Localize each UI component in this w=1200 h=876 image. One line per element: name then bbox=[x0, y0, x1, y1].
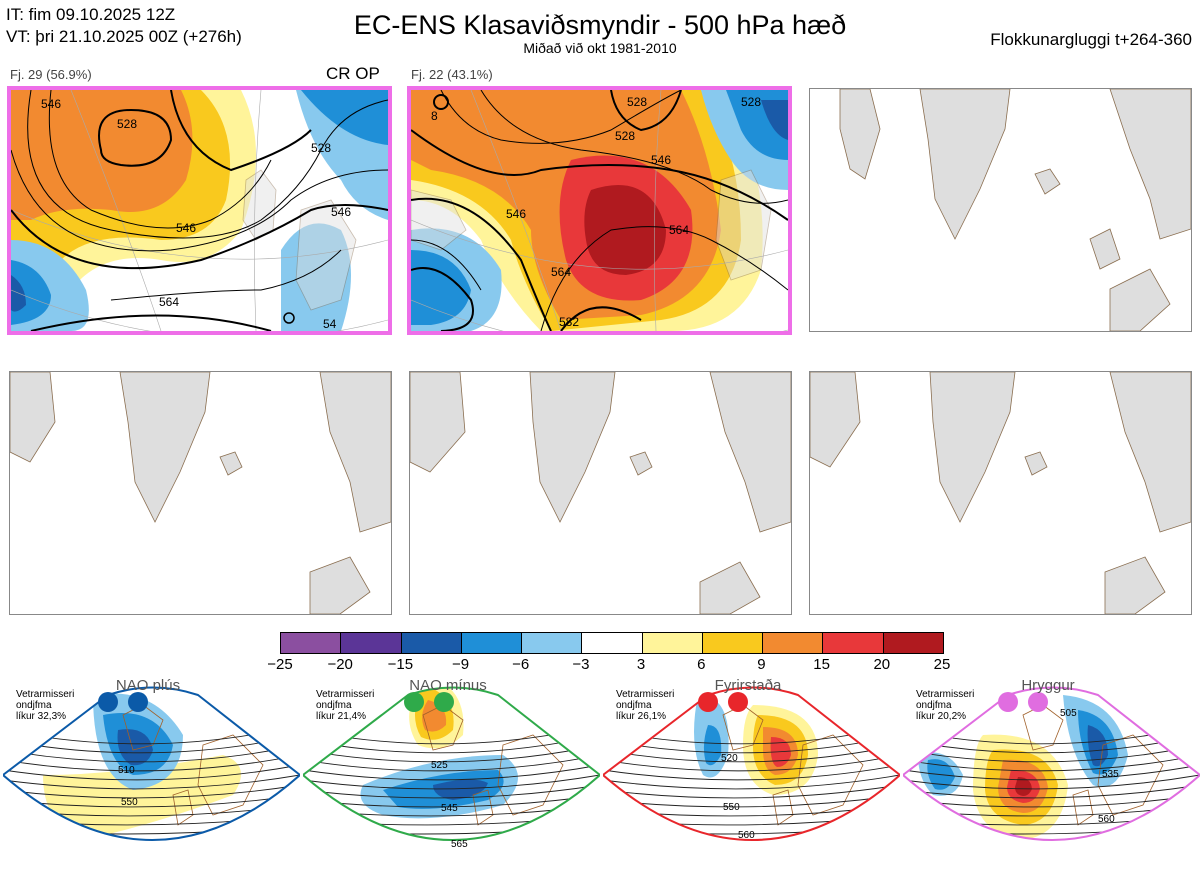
regime-title: Fyrirstaða bbox=[714, 677, 782, 694]
contour-label: 8 bbox=[431, 109, 438, 123]
cluster-map-empty-3[interactable] bbox=[809, 88, 1192, 332]
colorbar-tick-label: −15 bbox=[387, 656, 414, 673]
contour-label: 528 bbox=[627, 95, 647, 109]
regime-1[interactable]: 510 550 bbox=[1, 675, 302, 871]
colorbar-tick-label: −25 bbox=[267, 656, 293, 673]
regime-2[interactable]: 525 545 565 bbox=[301, 675, 602, 871]
colorbar-tick-label: 15 bbox=[813, 656, 830, 673]
colorbar-segment bbox=[642, 633, 703, 653]
cluster-map-2[interactable]: 528 546 546 564 564 582 528 528 8 bbox=[407, 86, 792, 335]
regime-marker bbox=[1028, 692, 1048, 712]
contour-label: 528 bbox=[311, 141, 331, 155]
colorbar-tick-label: 20 bbox=[873, 656, 891, 673]
colorbar-segment bbox=[281, 633, 342, 653]
regime-info-unit: ondjfma bbox=[16, 700, 52, 711]
contour-label: 564 bbox=[159, 295, 179, 309]
regime-info-unit: ondjfma bbox=[616, 700, 652, 711]
regime-info-season: Vetrarmisseri bbox=[916, 689, 975, 700]
regime-info-season: Vetrarmisseri bbox=[316, 689, 375, 700]
colorbar-tick-label: −6 bbox=[512, 656, 530, 673]
regime-marker bbox=[404, 692, 424, 712]
regime-contour-label: 545 bbox=[441, 803, 458, 814]
colorbar-segment bbox=[341, 633, 402, 653]
contour-label: 546 bbox=[41, 97, 61, 111]
regime-contour-label: 520 bbox=[721, 753, 738, 764]
regime-contour-label: 550 bbox=[121, 797, 138, 808]
regime-contour-label: 560 bbox=[1098, 814, 1115, 825]
contour-label: 528 bbox=[615, 129, 635, 143]
regime-info: Vetrarmisseri ondjfma líkur 26,1% bbox=[616, 689, 674, 722]
regime-contour-label: 505 bbox=[1060, 708, 1077, 719]
regime-info-prob: líkur 26,1% bbox=[616, 711, 667, 722]
regime-contour-label: 550 bbox=[723, 802, 740, 813]
regime-contour-label: 525 bbox=[431, 760, 448, 771]
colorbar-segment bbox=[582, 633, 643, 653]
colorbar-tick-label: 3 bbox=[636, 656, 646, 673]
regime-marker bbox=[128, 692, 148, 712]
colorbar-segment bbox=[401, 633, 462, 653]
regime-4[interactable]: 505 535 560 bbox=[901, 675, 1200, 871]
colorbar-ticks: −25 −20 −15 −9 −6 −3 3 6 9 15 20 25 bbox=[0, 656, 1200, 676]
regime-info-prob: líkur 20,2% bbox=[916, 711, 967, 722]
cluster-map-empty-6[interactable] bbox=[809, 371, 1192, 615]
panel-1-label: Fj. 29 (56.9%) bbox=[10, 67, 92, 82]
panel-1-tag: CR OP bbox=[326, 64, 380, 83]
regime-3[interactable]: 520 550 560 bbox=[601, 675, 902, 871]
regime-title: Hryggur bbox=[1021, 677, 1075, 694]
anomaly-colorbar bbox=[280, 632, 944, 654]
page-subtitle: Miðað við okt 1981-2010 bbox=[523, 40, 677, 56]
contour-label: 528 bbox=[741, 95, 761, 109]
regime-contour-label: 565 bbox=[451, 839, 468, 850]
regime-info-season: Vetrarmisseri bbox=[616, 689, 675, 700]
regime-info-unit: ondjfma bbox=[916, 700, 952, 711]
contour-label: 546 bbox=[331, 205, 351, 219]
colorbar-segment bbox=[763, 633, 824, 653]
contour-label: 546 bbox=[651, 153, 671, 167]
regime-marker bbox=[98, 692, 118, 712]
regime-marker bbox=[434, 692, 454, 712]
colorbar-segment bbox=[461, 633, 523, 653]
colorbar-tick-label: −9 bbox=[451, 656, 470, 673]
contour-label: 564 bbox=[551, 265, 571, 279]
header-left: IT: fim 09.10.2025 12Z VT: þri 21.10.202… bbox=[6, 4, 242, 48]
regime-contour-label: 535 bbox=[1102, 769, 1119, 780]
contour-label: 582 bbox=[559, 315, 579, 329]
regime-info-season: Vetrarmisseri bbox=[16, 689, 75, 700]
panel-2-label: Fj. 22 (43.1%) bbox=[411, 67, 493, 82]
cluster-map-empty-5[interactable] bbox=[409, 371, 792, 615]
colorbar-tick-label: 25 bbox=[933, 656, 951, 673]
contour-label: 546 bbox=[506, 207, 526, 221]
classification-window: Flokkunargluggi t+264-360 bbox=[990, 30, 1192, 49]
page-title: EC-ENS Klasaviðsmyndir - 500 hPa hæð bbox=[353, 10, 847, 40]
regime-info-prob: líkur 32,3% bbox=[16, 711, 67, 722]
contour-label: 54 bbox=[323, 317, 337, 331]
colorbar-tick-label: 6 bbox=[697, 656, 706, 673]
colorbar-segment bbox=[702, 633, 764, 653]
regime-contour-label: 510 bbox=[118, 765, 135, 776]
colorbar-segment bbox=[522, 633, 583, 653]
regime-title: NAO mínus bbox=[409, 677, 487, 694]
regime-marker bbox=[998, 692, 1018, 712]
regime-marker bbox=[728, 692, 748, 712]
contour-label: 528 bbox=[117, 117, 137, 131]
regime-info-prob: líkur 21,4% bbox=[316, 711, 367, 722]
colorbar-tick-label: −3 bbox=[572, 656, 590, 673]
regime-title: NAO plús bbox=[115, 677, 181, 694]
issue-time: IT: fim 09.10.2025 12Z bbox=[6, 5, 176, 24]
colorbar-segment bbox=[883, 633, 943, 653]
regime-info: Vetrarmisseri ondjfma líkur 21,4% bbox=[316, 689, 374, 722]
regime-marker bbox=[698, 692, 718, 712]
regime-info: Vetrarmisseri ondjfma líkur 20,2% bbox=[916, 689, 974, 722]
cluster-map-empty-4[interactable] bbox=[9, 371, 392, 615]
contour-label: 546 bbox=[176, 221, 196, 235]
regime-info: Vetrarmisseri ondjfma líkur 32,3% bbox=[16, 689, 74, 722]
cluster-map-1[interactable]: 528 528 546 546 564 54 546 bbox=[7, 86, 392, 335]
colorbar-tick-label: −20 bbox=[327, 656, 353, 673]
regime-info-unit: ondjfma bbox=[316, 700, 352, 711]
colorbar-tick-label: 9 bbox=[757, 656, 766, 673]
contour-label: 564 bbox=[669, 223, 689, 237]
valid-time: VT: þri 21.10.2025 00Z (+276h) bbox=[6, 27, 242, 46]
regime-contour-label: 560 bbox=[738, 830, 755, 841]
colorbar-segment bbox=[823, 633, 884, 653]
